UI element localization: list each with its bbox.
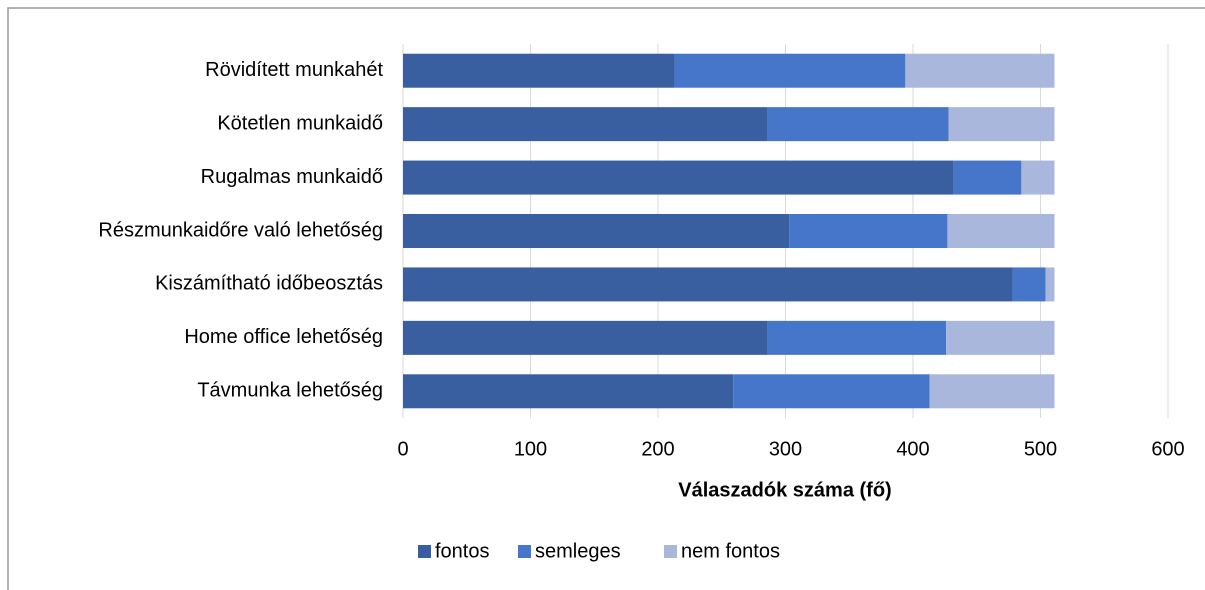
x-tick-label: 500	[1024, 438, 1057, 460]
bar-segment	[403, 320, 768, 355]
y-tick-label: Rugalmas munkaidő	[201, 166, 383, 188]
bar-segment	[905, 53, 1055, 88]
y-tick-label: Részmunkaidőre való lehetőség	[98, 219, 383, 241]
bar-segment	[1045, 267, 1055, 302]
bar-segment	[403, 53, 675, 88]
bar-segment	[946, 320, 1055, 355]
legend-label: nem fontos	[681, 540, 780, 562]
bar-segment	[767, 107, 949, 142]
bar-segment	[403, 160, 954, 195]
bar-segment	[403, 374, 734, 409]
x-tick-label: 200	[641, 438, 674, 460]
x-tick-label: 300	[769, 438, 802, 460]
chart-border	[7, 7, 1205, 590]
bar-segment	[948, 107, 1055, 142]
bar-segment	[767, 320, 947, 355]
bar-segment	[674, 53, 906, 88]
x-tick-label: 600	[1151, 438, 1184, 460]
bar-segment	[1021, 160, 1055, 195]
y-tick-label: Távmunka lehetőség	[197, 380, 383, 402]
legend-swatch	[518, 545, 531, 558]
x-tick-label: 100	[514, 438, 547, 460]
y-tick-label: Home office lehetőség	[184, 326, 383, 348]
y-tick-label: Rövidített munkahét	[205, 59, 383, 81]
y-tick-label: Kötetlen munkaidő	[217, 112, 383, 134]
legend-swatch	[418, 545, 431, 558]
legend-label: fontos	[435, 540, 489, 562]
bar-segment	[929, 374, 1055, 409]
bar-segment	[953, 160, 1022, 195]
x-tick-label: 400	[896, 438, 929, 460]
x-tick-label: 0	[397, 438, 408, 460]
bar-segment	[403, 267, 1013, 302]
bar-segment	[403, 107, 768, 142]
bar-segment	[1012, 267, 1046, 302]
legend-swatch	[664, 545, 677, 558]
legend-label: semleges	[535, 540, 621, 562]
y-tick-label: Kiszámítható időbeosztás	[155, 273, 383, 295]
bar-segment	[789, 214, 948, 248]
bar-segment	[947, 214, 1055, 248]
x-axis-title: Válaszadók száma (fő)	[678, 479, 891, 501]
bar-segment	[403, 214, 790, 248]
bar-segment	[733, 374, 930, 409]
